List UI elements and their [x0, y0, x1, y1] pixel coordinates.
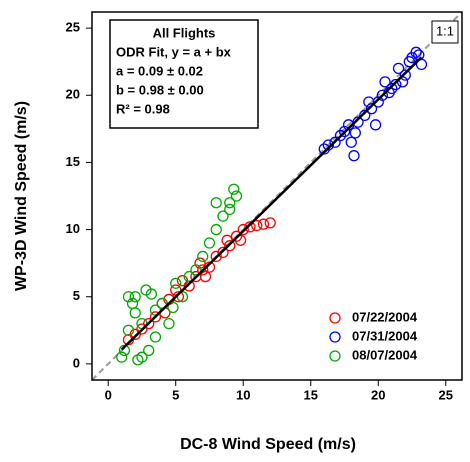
y-tick-label: 5: [73, 288, 80, 303]
point: [237, 223, 249, 236]
point: [230, 190, 243, 202]
annotation-text: All Flights: [153, 25, 216, 40]
point: [170, 284, 182, 296]
legend-label: 07/22/2004: [352, 309, 418, 324]
point: [136, 351, 148, 363]
y-tick-label: 0: [73, 355, 80, 370]
plot-frame: [91, 11, 463, 381]
point: [129, 307, 141, 319]
x-axis-label: DC-8 Wind Speed (m/s): [180, 436, 356, 453]
point: [129, 291, 141, 303]
point: [345, 136, 357, 148]
point: [143, 317, 155, 330]
legend-marker: [329, 350, 341, 362]
point: [228, 183, 240, 195]
point: [172, 291, 185, 303]
point: [217, 246, 229, 259]
point: [163, 317, 175, 330]
point: [203, 237, 216, 249]
point: [224, 197, 236, 209]
y-tick-label: 15: [66, 154, 80, 169]
annotation-box: [109, 19, 259, 129]
y-tick-label: 10: [66, 221, 80, 236]
legend-marker: [329, 331, 341, 343]
legend-label: 08/07/2004: [352, 347, 418, 362]
fit-line: [120, 56, 423, 351]
point: [217, 210, 229, 222]
point: [224, 203, 236, 216]
point: [348, 150, 360, 162]
point: [244, 221, 256, 233]
point: [329, 136, 341, 148]
point: [399, 69, 411, 81]
point: [257, 218, 270, 230]
point: [224, 240, 236, 252]
y-tick-label: 25: [66, 20, 80, 35]
point: [122, 291, 135, 303]
point: [230, 230, 243, 242]
x-tick-label: 25: [439, 387, 453, 402]
point: [410, 46, 422, 58]
point: [170, 277, 182, 289]
legend-label: 07/31/2004: [352, 328, 418, 343]
point: [149, 331, 162, 343]
y-axis-label: WP-3D Wind Speed (m/s): [13, 101, 30, 291]
x-tick-label: 0: [105, 387, 112, 402]
point: [122, 324, 135, 336]
x-tick-label: 20: [371, 387, 385, 402]
point: [359, 109, 371, 122]
point: [197, 264, 209, 276]
point: [197, 250, 209, 263]
point: [251, 219, 263, 232]
point: [264, 217, 276, 229]
point: [349, 127, 361, 139]
one-to-one-box: [431, 20, 459, 44]
point: [145, 288, 158, 300]
point: [379, 76, 391, 88]
point: [190, 264, 202, 276]
point: [365, 103, 378, 115]
x-tick-label: 10: [236, 387, 250, 402]
point: [167, 301, 179, 314]
point: [318, 143, 330, 155]
y-tick-label: 20: [66, 87, 80, 102]
point: [199, 270, 212, 283]
point: [415, 58, 428, 71]
annotation-text: a = 0.09 ± 0.02: [116, 63, 203, 78]
point: [210, 197, 222, 209]
point: [369, 119, 382, 131]
point: [392, 62, 405, 75]
annotation-text: ODR Fit, y = a + bx: [116, 44, 232, 59]
annotation-text: b = 0.98 ± 0.00: [116, 82, 204, 97]
point: [149, 311, 162, 323]
point: [334, 129, 347, 142]
annotation-text: R² = 0.98: [116, 101, 170, 116]
legend-marker: [329, 312, 341, 324]
point: [143, 344, 155, 357]
point: [210, 223, 222, 236]
point: [390, 78, 402, 91]
one-to-one-label: 1:1: [436, 23, 454, 38]
x-tick-label: 15: [304, 387, 318, 402]
point: [183, 270, 195, 283]
point: [376, 89, 388, 101]
point: [136, 323, 148, 335]
point: [116, 351, 128, 363]
x-tick-label: 5: [172, 387, 179, 402]
